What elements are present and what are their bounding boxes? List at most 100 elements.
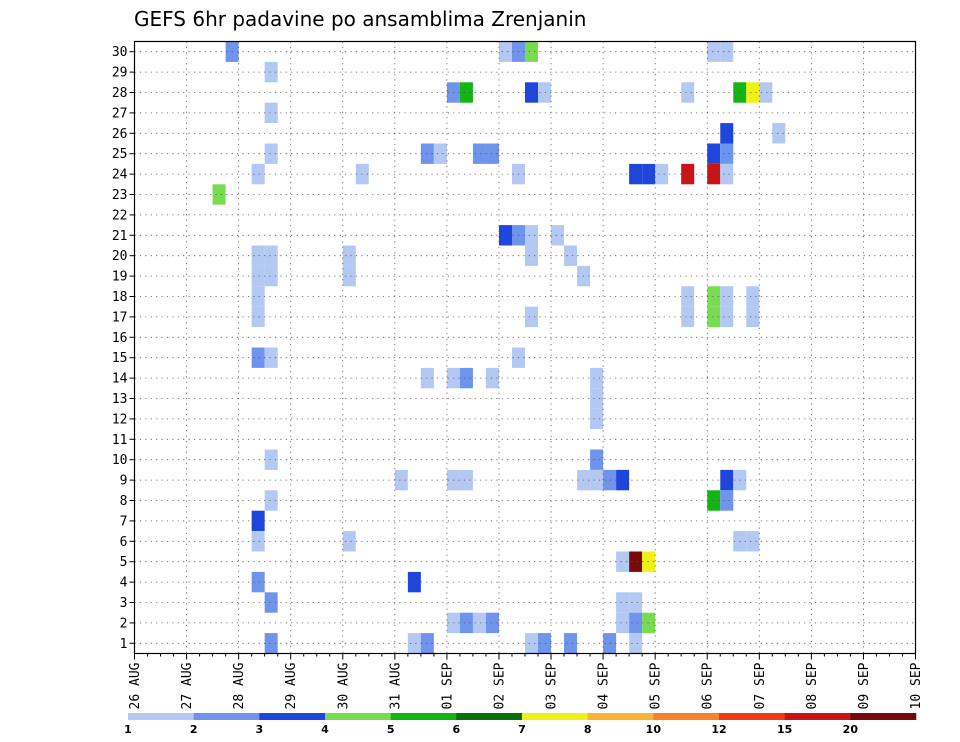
heatmap-cell: [538, 82, 552, 103]
heatmap-cell: [472, 143, 486, 164]
heatmap-cell: [407, 633, 421, 654]
heatmap-cell: [264, 633, 278, 654]
heatmap-cell: [525, 306, 539, 328]
heatmap-cell: [485, 143, 499, 164]
x-tick-label: 10 SEP: [909, 662, 924, 709]
legend-label: 3: [256, 723, 264, 736]
heatmap-cell: [407, 571, 421, 593]
heatmap-cell: [212, 184, 226, 205]
y-tick-label: 8: [120, 494, 128, 509]
y-tick-label: 28: [112, 86, 128, 101]
legend-label: 4: [321, 723, 329, 736]
legend-label: 8: [584, 723, 592, 736]
heatmap-cell: [485, 367, 499, 389]
heatmap-cell: [251, 531, 265, 552]
legend-label: 5: [387, 723, 395, 736]
heatmap-cell: [342, 265, 356, 287]
y-axis: 1234567891011121314151617181920212223242…: [112, 45, 135, 652]
heatmap-cell: [720, 306, 734, 328]
x-tick-label: 05 SEP: [649, 662, 664, 709]
heatmap-cell: [498, 225, 512, 246]
heatmap-cell: [538, 633, 552, 654]
heatmap-cell: [251, 163, 265, 185]
y-tick-label: 22: [112, 208, 128, 223]
heatmap-cell: [707, 143, 721, 164]
legend-swatch: [522, 713, 588, 720]
heatmap-cell: [459, 612, 473, 634]
x-tick-label: 28 AUG: [232, 662, 247, 709]
heatmap-cell: [251, 510, 265, 532]
y-tick-label: 21: [112, 229, 128, 244]
heatmap-cell: [720, 123, 734, 144]
heatmap-cell: [707, 306, 721, 328]
y-tick-label: 2: [120, 616, 128, 631]
heatmap-cell: [525, 245, 539, 266]
legend-swatch: [784, 713, 851, 720]
heatmap-cell: [681, 306, 695, 328]
heatmap-cell: [759, 82, 773, 103]
heatmap-cell: [681, 82, 695, 103]
heatmap-cell: [603, 469, 617, 491]
heatmap-cells: [212, 41, 786, 654]
y-tick-label: 6: [120, 535, 128, 550]
heatmap-cell: [629, 633, 643, 654]
legend-swatch: [653, 713, 720, 720]
heatmap-cell: [629, 551, 643, 572]
y-tick-label: 7: [120, 514, 128, 529]
heatmap-cell: [420, 633, 434, 654]
y-tick-label: 19: [112, 270, 128, 285]
heatmap-cell: [681, 286, 695, 307]
heatmap-cell: [746, 82, 760, 103]
legend-label: 20: [843, 723, 859, 736]
heatmap-cell: [420, 143, 434, 164]
heatmap-cell: [629, 592, 643, 613]
legend-swatch: [456, 713, 523, 720]
heatmap-cell: [525, 41, 539, 62]
heatmap-cell: [720, 41, 734, 62]
x-tick-label: 26 AUG: [128, 662, 143, 709]
x-tick-label: 04 SEP: [597, 662, 612, 709]
y-tick-label: 16: [112, 331, 128, 346]
heatmap-cell: [590, 367, 604, 389]
heatmap-cell: [564, 633, 578, 654]
y-tick-label: 11: [112, 433, 128, 448]
heatmap-cell: [564, 245, 578, 266]
heatmap-cell: [746, 306, 760, 328]
x-tick-label: 29 AUG: [284, 662, 299, 709]
heatmap-cell: [264, 449, 278, 470]
legend-label: 15: [777, 723, 792, 736]
heatmap-cell: [264, 265, 278, 287]
heatmap-cell: [459, 469, 473, 491]
heatmap-cell: [251, 245, 265, 266]
heatmap-cell: [498, 41, 512, 62]
y-tick-label: 24: [112, 168, 128, 183]
x-tick-label: 03 SEP: [545, 662, 560, 709]
y-tick-label: 18: [112, 290, 128, 305]
y-tick-label: 9: [120, 474, 128, 489]
y-tick-label: 15: [112, 351, 128, 366]
heatmap-cell: [616, 551, 630, 572]
heatmap-cell: [720, 143, 734, 164]
heatmap-cell: [525, 225, 539, 246]
heatmap-cell: [746, 286, 760, 307]
legend-swatch: [193, 713, 260, 720]
y-tick-label: 23: [112, 188, 128, 203]
heatmap-cell: [251, 286, 265, 307]
heatmap-cell: [459, 82, 473, 103]
heatmap-cell: [655, 163, 669, 185]
heatmap-cell: [629, 163, 643, 185]
x-tick-label: 31 AUG: [388, 662, 403, 709]
heatmap-cell: [264, 245, 278, 266]
heatmap-cell: [342, 245, 356, 266]
y-tick-label: 20: [112, 249, 128, 264]
legend-label: 12: [711, 723, 726, 736]
legend-swatch: [719, 713, 785, 720]
legend-swatch: [325, 713, 391, 720]
heatmap-cell: [264, 61, 278, 83]
heatmap-cell: [590, 449, 604, 470]
heatmap-cell: [251, 571, 265, 593]
y-tick-label: 13: [112, 392, 128, 407]
legend-swatch: [259, 713, 326, 720]
heatmap-cell: [707, 490, 721, 511]
